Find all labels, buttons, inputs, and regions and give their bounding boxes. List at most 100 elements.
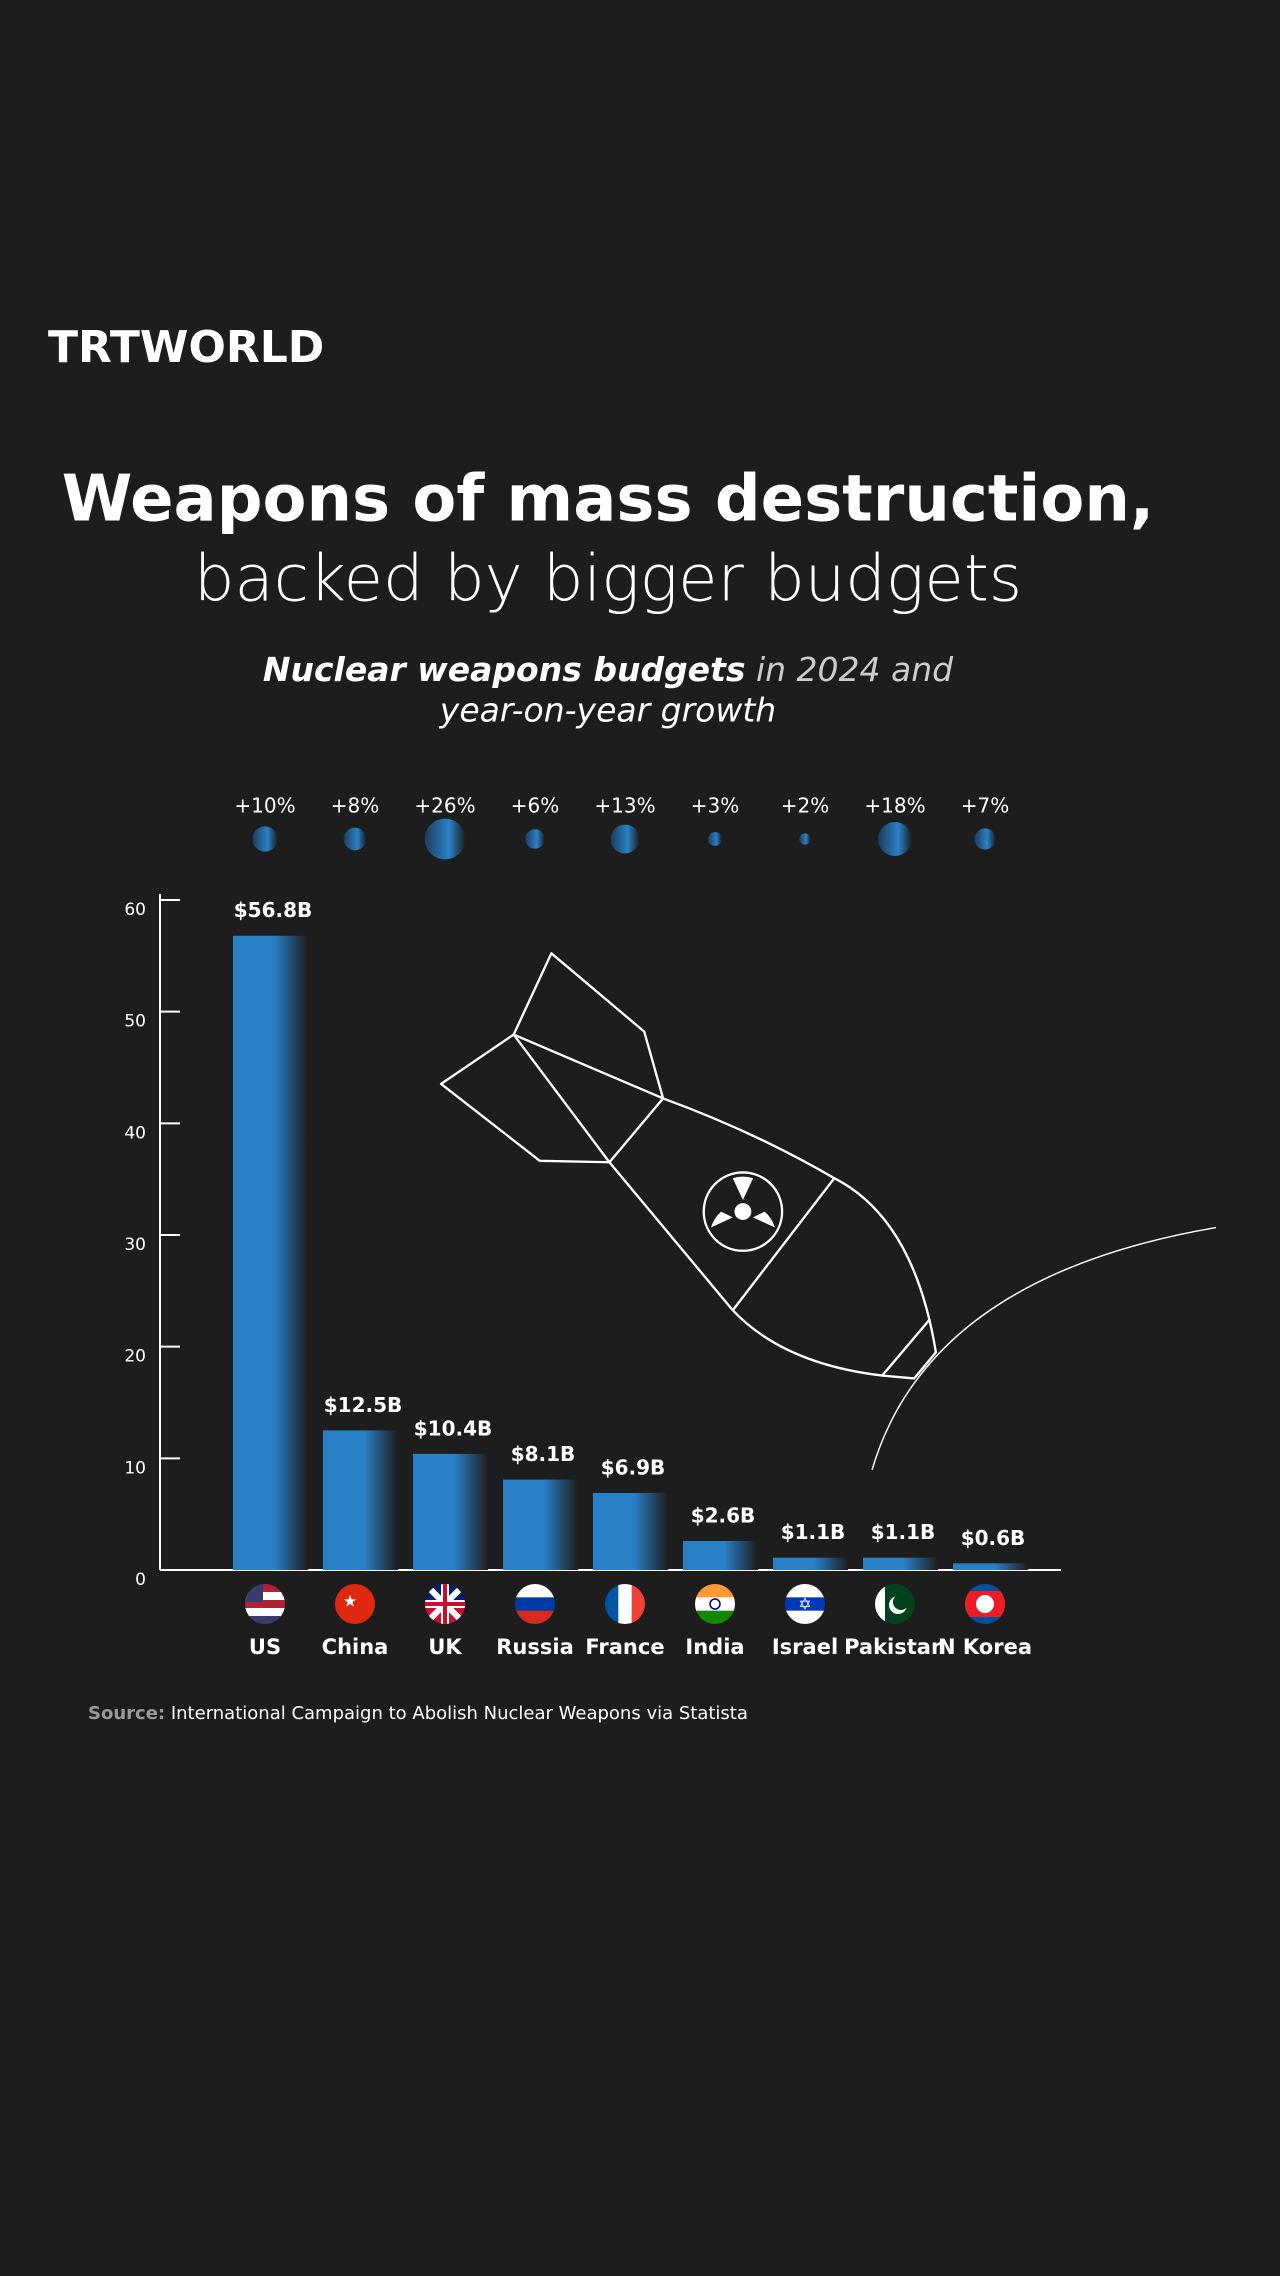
source-label: Source: (88, 1703, 165, 1724)
subtitle-part: in 2024 and (756, 650, 954, 689)
flag-stripe (785, 1584, 825, 1599)
value-label: $10.4B (414, 1416, 493, 1440)
flag-canton (245, 1584, 263, 1602)
flag-star: ✡ (798, 1595, 811, 1614)
flag-stripe (695, 1584, 735, 1599)
flag (245, 1584, 285, 1624)
x-tick-label: US (249, 1635, 281, 1659)
value-label: $12.5B (324, 1393, 403, 1417)
flag-star: ★ (978, 1596, 991, 1614)
growth-label: +18% (864, 794, 925, 818)
growth-dot (252, 826, 278, 852)
bar (413, 1453, 488, 1570)
flag-stripe (335, 1584, 375, 1624)
growth-label: +26% (414, 794, 475, 818)
flag-stripe (515, 1584, 555, 1599)
chart-title: backed by bigger budgets (194, 543, 1022, 617)
flag-stripe (515, 1597, 555, 1612)
brand: TRTWORLD (48, 322, 324, 373)
y-tick-label: 0 (135, 1570, 146, 1590)
flag-stripe (245, 1584, 285, 1593)
x-tick-label: China (322, 1635, 389, 1659)
growth-label: +13% (594, 794, 655, 818)
chart-subtitle: Nuclear weapons budgets in 2024 and (263, 650, 954, 689)
growth-dot (799, 833, 811, 845)
y-tick-label: 60 (124, 900, 146, 920)
value-label: $2.6B (691, 1503, 756, 1527)
growth-label: +7% (961, 794, 1010, 818)
x-tick-label: Israel (772, 1635, 838, 1659)
flag (695, 1584, 735, 1624)
bar (503, 1479, 578, 1570)
flag (605, 1584, 645, 1624)
bomb-illustration (439, 952, 1217, 1471)
bar (773, 1557, 848, 1570)
growth-label: +3% (691, 794, 740, 818)
growth-dot (343, 827, 367, 851)
growth-dot (424, 818, 466, 860)
bar (953, 1563, 1028, 1570)
bar (233, 935, 308, 1570)
flag-band (875, 1584, 885, 1624)
x-tick-label: India (685, 1635, 744, 1659)
growth-label: +10% (234, 794, 295, 818)
y-tick-label: 40 (124, 1123, 146, 1143)
chart-title: Weapons of mass destruction, (62, 463, 1154, 537)
growth-dot (708, 832, 722, 846)
growth-label: +8% (331, 794, 380, 818)
growth-dot (610, 824, 640, 854)
flag-stripe (245, 1600, 285, 1609)
flag (425, 1584, 465, 1624)
value-label: $0.6B (961, 1526, 1026, 1550)
flag: ✡ (785, 1584, 825, 1624)
y-tick-label: 30 (124, 1235, 146, 1255)
y-tick-label: 10 (124, 1458, 146, 1478)
flag-stripe (245, 1608, 285, 1617)
flag-star: ★ (343, 1592, 357, 1611)
flag-stripe (605, 1584, 620, 1624)
flag-stripe (245, 1616, 285, 1624)
growth-label: +6% (511, 794, 560, 818)
growth-dot (525, 829, 545, 849)
bar (683, 1540, 758, 1570)
flag (875, 1584, 915, 1624)
chart-subtitle: year-on-year growth (439, 691, 776, 730)
flag-moon (893, 1594, 909, 1610)
source-text: International Campaign to Abolish Nuclea… (171, 1703, 748, 1724)
value-label: $1.1B (871, 1520, 936, 1544)
value-label: $6.9B (601, 1455, 666, 1479)
x-tick-label: N Korea (938, 1635, 1032, 1659)
flag: ★ (335, 1584, 375, 1624)
growth-dot (878, 822, 912, 856)
flag-cross (425, 1584, 465, 1624)
flag-disc (976, 1595, 994, 1613)
growth-label: +2% (781, 794, 830, 818)
value-label: $1.1B (781, 1520, 846, 1544)
source: Source: International Campaign to Abolis… (88, 1703, 748, 1724)
x-tick-label: Russia (496, 1635, 574, 1659)
bar (863, 1557, 938, 1570)
value-label: $8.1B (511, 1442, 576, 1466)
flag-stripe (785, 1610, 825, 1624)
flag-wheel (709, 1598, 721, 1610)
y-tick-label: 20 (124, 1347, 146, 1367)
subtitle-part: Nuclear weapons budgets (263, 650, 746, 689)
flag-stripe (785, 1597, 825, 1612)
flag-stripe (695, 1597, 735, 1612)
bar (593, 1492, 668, 1570)
x-tick-label: France (585, 1635, 664, 1659)
flag-stripe (618, 1584, 633, 1624)
flag-stripe (695, 1610, 735, 1624)
y-tick-label: 50 (124, 1012, 146, 1032)
flag: ★ (965, 1584, 1005, 1624)
bar (323, 1430, 398, 1570)
x-tick-label: UK (428, 1635, 462, 1659)
growth-dot (974, 828, 996, 850)
flag-stripe (515, 1610, 555, 1624)
flag-stripe (245, 1592, 285, 1601)
flag-stripe (631, 1584, 645, 1624)
flag (515, 1584, 555, 1624)
x-tick-label: Pakistan (844, 1635, 946, 1659)
